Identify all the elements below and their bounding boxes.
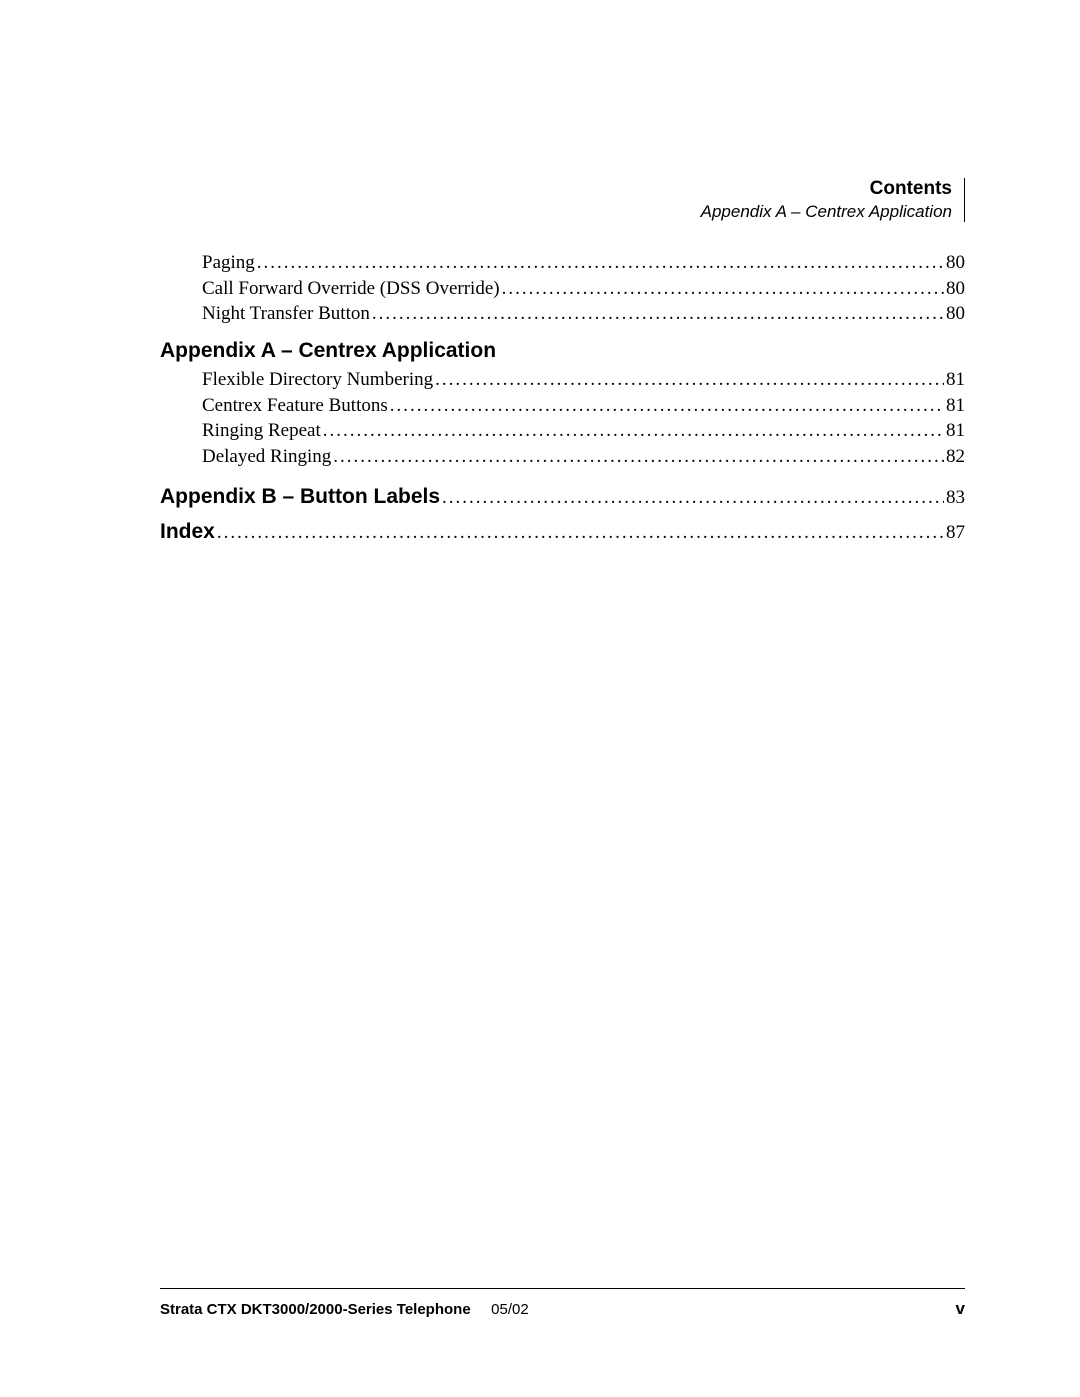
table-of-contents: Paging 80 Call Forward Override (DSS Ove… bbox=[160, 250, 965, 546]
toc-page: 80 bbox=[946, 301, 965, 327]
footer-date: 05/02 bbox=[491, 1301, 529, 1318]
toc-label: Flexible Directory Numbering bbox=[202, 367, 433, 393]
spacer bbox=[160, 469, 965, 483]
toc-label: Ringing Repeat bbox=[202, 418, 321, 444]
running-header: Contents Appendix A – Centrex Applicatio… bbox=[701, 178, 965, 222]
toc-leader bbox=[333, 444, 944, 470]
toc-label: Delayed Ringing bbox=[202, 444, 331, 470]
toc-entry: Centrex Feature Buttons 81 bbox=[160, 393, 965, 419]
toc-entry: Appendix B – Button Labels 83 bbox=[160, 483, 965, 511]
toc-page: 80 bbox=[946, 250, 965, 276]
toc-label: Centrex Feature Buttons bbox=[202, 393, 388, 419]
toc-entry: Paging 80 bbox=[160, 250, 965, 276]
toc-leader bbox=[372, 301, 944, 327]
toc-page: 81 bbox=[946, 418, 965, 444]
toc-page: 87 bbox=[946, 520, 965, 546]
footer-left: Strata CTX DKT3000/2000-Series Telephone… bbox=[160, 1301, 529, 1319]
footer-rule bbox=[160, 1288, 965, 1289]
toc-entry: Ringing Repeat 81 bbox=[160, 418, 965, 444]
toc-label: Call Forward Override (DSS Override) bbox=[202, 276, 500, 302]
toc-entry: Call Forward Override (DSS Override) 80 bbox=[160, 276, 965, 302]
toc-label: Appendix B – Button Labels bbox=[160, 483, 440, 511]
toc-leader bbox=[257, 250, 944, 276]
toc-leader bbox=[442, 485, 944, 511]
toc-leader bbox=[435, 367, 944, 393]
toc-section-heading: Appendix A – Centrex Application bbox=[160, 339, 965, 363]
toc-page: 81 bbox=[946, 367, 965, 393]
toc-leader bbox=[323, 418, 944, 444]
toc-page: 81 bbox=[946, 393, 965, 419]
toc-leader bbox=[217, 520, 944, 546]
toc-page: 80 bbox=[946, 276, 965, 302]
toc-label: Index bbox=[160, 518, 215, 546]
page: Contents Appendix A – Centrex Applicatio… bbox=[0, 0, 1080, 1397]
toc-entry: Night Transfer Button 80 bbox=[160, 301, 965, 327]
header-subtitle: Appendix A – Centrex Application bbox=[701, 202, 952, 222]
toc-leader bbox=[390, 393, 944, 419]
toc-label: Night Transfer Button bbox=[202, 301, 370, 327]
toc-page: 83 bbox=[946, 485, 965, 511]
toc-entry: Delayed Ringing 82 bbox=[160, 444, 965, 470]
footer-doc-title: Strata CTX DKT3000/2000-Series Telephone bbox=[160, 1301, 471, 1318]
toc-label: Paging bbox=[202, 250, 255, 276]
toc-entry: Index 87 bbox=[160, 518, 965, 546]
footer: Strata CTX DKT3000/2000-Series Telephone… bbox=[160, 1299, 965, 1319]
toc-page: 82 bbox=[946, 444, 965, 470]
toc-entry: Flexible Directory Numbering 81 bbox=[160, 367, 965, 393]
toc-leader bbox=[502, 276, 944, 302]
footer-page-number: v bbox=[956, 1299, 965, 1319]
header-title: Contents bbox=[701, 178, 952, 200]
